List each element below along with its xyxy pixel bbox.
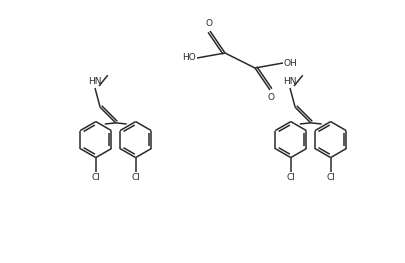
Text: O: O <box>267 93 275 102</box>
Text: Cl: Cl <box>326 173 335 181</box>
Text: HO: HO <box>182 53 196 63</box>
Text: Cl: Cl <box>131 173 140 181</box>
Text: Cl: Cl <box>286 173 295 181</box>
Text: HN: HN <box>88 77 102 86</box>
Text: O: O <box>205 19 213 28</box>
Text: OH: OH <box>284 58 298 68</box>
Text: Cl: Cl <box>92 173 100 181</box>
Text: HN: HN <box>283 77 297 86</box>
